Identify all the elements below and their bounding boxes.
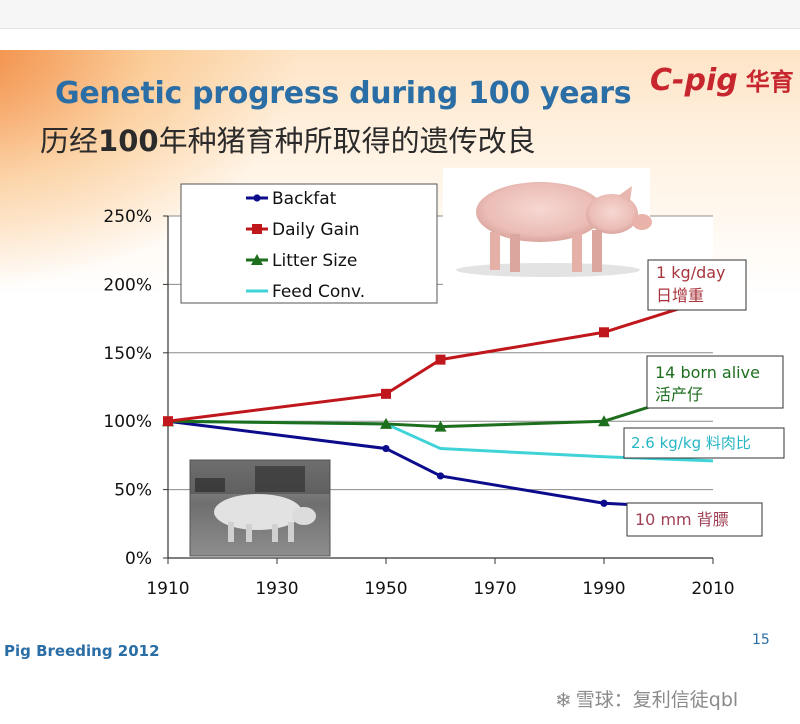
y-tick-label: 250% — [103, 207, 152, 227]
x-tick-label: 1950 — [364, 579, 407, 599]
genetic-progress-chart: 0%50%100%150%200%250% 1910 1930 1950 1970 19… — [103, 168, 785, 599]
annotation-daily-gain: 1 kg/day 日增重 — [647, 259, 747, 311]
legend-label-feed-conv: Feed Conv. — [272, 282, 365, 302]
data-point-daily-gain — [435, 354, 446, 365]
axes — [163, 215, 714, 564]
annotation-feed-conv: 2.6 kg/kg 料肉比 — [623, 427, 785, 459]
annotation-litter-size-line1: 14 born alive — [655, 363, 760, 382]
title-cn-suffix: 年种猪育种所取得的遗传改良 — [158, 124, 536, 158]
logo-text-en: C-pig — [650, 63, 738, 98]
data-point-backfat — [600, 499, 608, 507]
data-point-litter-size — [380, 417, 392, 429]
company-logo: C-pig 华育 — [650, 62, 794, 98]
annotation-litter-size: 14 born alive 活产仔 — [646, 355, 784, 409]
data-point-daily-gain — [163, 416, 173, 427]
y-tick-label: 50% — [114, 481, 152, 501]
data-point-backfat — [436, 472, 445, 480]
annotation-feed-conv-line1: 2.6 kg/kg 料肉比 — [631, 434, 751, 452]
legend-label-backfat: Backfat — [272, 189, 337, 209]
old-pig-photo — [189, 459, 331, 557]
slide-footer: Pig Breeding 2012 — [4, 642, 160, 660]
legend-marker-litter-size — [251, 254, 263, 265]
annotation-backfat: 10 mm 背膘 — [626, 502, 763, 537]
watermark: ❄ 雪球：复利信徒qbl — [555, 685, 738, 712]
watermark-text: 雪球：复利信徒qbl — [575, 689, 739, 711]
y-tick-label: 0% — [125, 549, 152, 569]
x-tick-label: 1930 — [255, 579, 298, 599]
legend-label-litter-size: Litter Size — [272, 251, 357, 271]
annotation-daily-gain-line1: 1 kg/day — [656, 263, 726, 282]
y-tick-label: 200% — [103, 275, 152, 295]
slide-title-cn: 历经100年种猪育种所取得的遗传改良 — [40, 118, 536, 160]
x-tick-labels: 1910 1930 1950 1970 1990 2010 — [146, 579, 734, 599]
annotation-daily-gain-line2: 日增重 — [656, 286, 704, 305]
legend-marker-backfat — [253, 194, 261, 202]
data-point-backfat — [382, 444, 390, 453]
top-bar — [0, 0, 800, 29]
data-point-daily-gain — [381, 388, 391, 399]
y-tick-labels: 0% 50% 100% 150% 200% 250% — [103, 207, 152, 569]
logo-text-cn: 华育 — [745, 68, 794, 96]
x-tick-label: 1910 — [146, 579, 189, 599]
data-point-litter-size — [598, 415, 610, 427]
title-cn-number: 100 — [98, 124, 159, 158]
slide-number: 15 — [752, 632, 770, 648]
y-tick-label: 150% — [103, 344, 152, 364]
x-tick-label: 1990 — [582, 579, 625, 599]
slide-title-en: Genetic progress during 100 years — [55, 76, 632, 111]
legend-marker-daily-gain — [252, 224, 262, 234]
x-tick-label: 1970 — [473, 579, 516, 599]
modern-pig-photo — [443, 168, 652, 290]
legend-label-daily-gain: Daily Gain — [272, 220, 360, 240]
data-point-daily-gain — [599, 327, 609, 338]
y-tick-label: 100% — [103, 412, 152, 432]
snowball-icon: ❄ — [555, 688, 572, 712]
legend: Backfat Daily Gain Litter Size Feed Conv. — [180, 183, 438, 304]
x-tick-label: 2010 — [691, 579, 734, 599]
data-point-litter-size — [434, 420, 447, 432]
title-cn-prefix: 历经 — [40, 124, 99, 158]
legend-box — [180, 183, 438, 304]
annotation-backfat-line1: 10 mm 背膘 — [635, 510, 729, 529]
annotation-litter-size-line2: 活产仔 — [655, 385, 703, 404]
